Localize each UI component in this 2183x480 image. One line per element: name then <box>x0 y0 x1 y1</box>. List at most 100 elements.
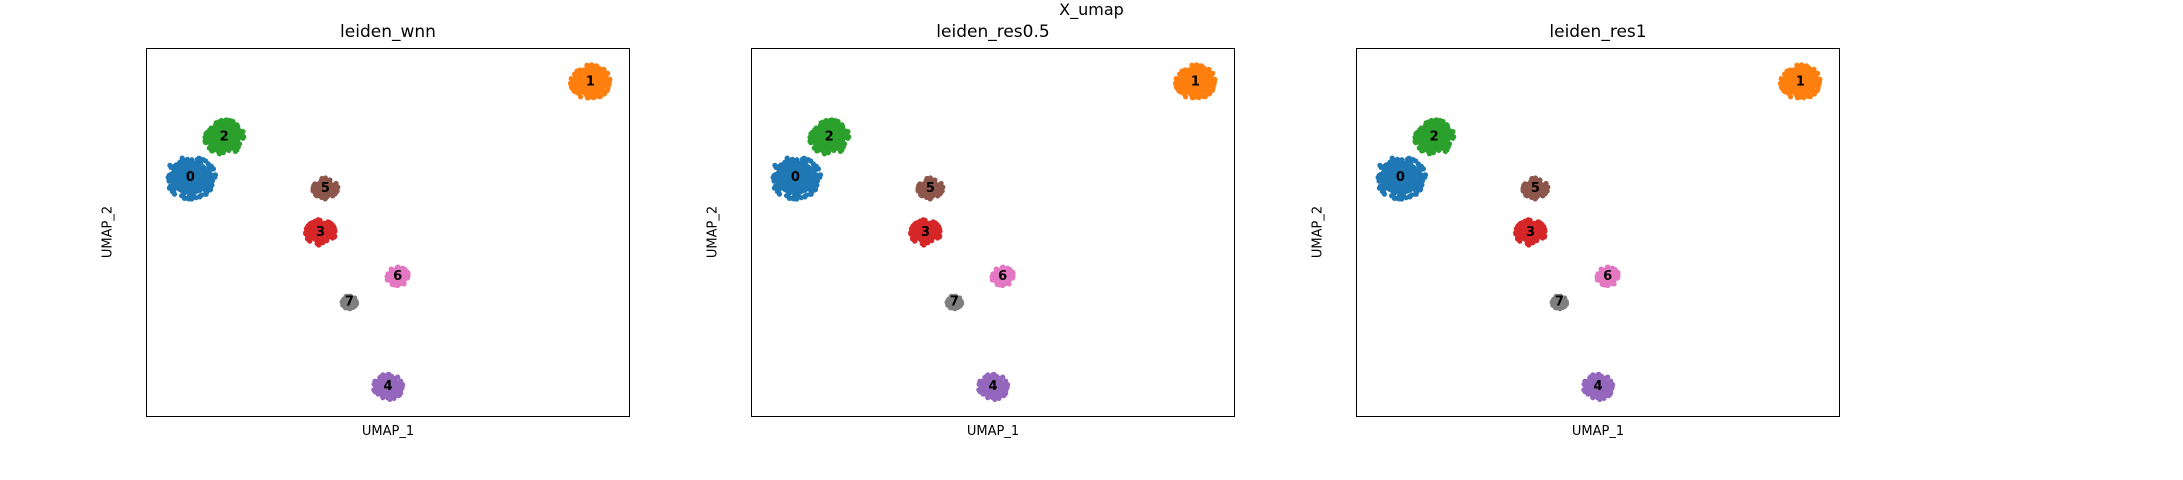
cell-point <box>1814 87 1820 93</box>
cluster-core <box>812 123 846 151</box>
cell-point <box>1173 76 1179 82</box>
cluster-label: 4 <box>1593 379 1602 394</box>
cluster-core <box>1598 268 1617 285</box>
cell-point <box>817 172 823 178</box>
cell-point <box>235 144 241 150</box>
cluster-core <box>920 179 941 198</box>
cell-point <box>240 135 246 141</box>
cluster-7 <box>944 293 965 312</box>
cell-point <box>568 76 574 82</box>
cluster-core <box>574 68 607 96</box>
cell-point <box>313 192 319 198</box>
cluster-label: 6 <box>1603 269 1612 284</box>
cluster-core <box>388 268 407 285</box>
cluster-core <box>207 123 241 151</box>
cell-point <box>1817 76 1823 82</box>
cluster-core <box>1379 160 1421 195</box>
cell-point <box>840 144 846 150</box>
cell-point <box>1209 87 1215 93</box>
cluster-core <box>315 179 336 198</box>
cluster-5 <box>915 175 946 202</box>
cell-point <box>815 166 821 172</box>
cluster-label: 1 <box>1191 75 1200 90</box>
cell-point <box>212 172 218 178</box>
cluster-2 <box>202 117 247 157</box>
cell-point <box>1406 155 1412 161</box>
cluster-label: 4 <box>988 379 997 394</box>
x-axis-label: UMAP_1 <box>361 424 415 439</box>
cell-point <box>578 94 584 100</box>
cluster-label: 5 <box>926 181 935 196</box>
cluster-1 <box>1778 62 1823 101</box>
panel-title: leiden_wnn <box>340 22 436 42</box>
cluster-1 <box>568 62 613 101</box>
cell-point <box>210 166 216 172</box>
scatter-plot: 0 1 2 3 4 5 6 7 <box>165 62 613 402</box>
cell-point <box>1422 172 1428 178</box>
cell-point <box>1175 84 1181 90</box>
plot-area: 0 1 2 3 4 5 6 7 <box>146 48 630 417</box>
cluster-core <box>1417 123 1451 151</box>
cell-point <box>591 95 597 101</box>
cluster-label: 0 <box>1396 170 1405 185</box>
cluster-1 <box>1173 62 1218 101</box>
x-axis-label: UMAP_1 <box>1571 424 1625 439</box>
figure-suptitle: X_umap <box>1059 0 1124 19</box>
scatter-plot: 0 1 2 3 4 5 6 7 <box>770 62 1218 402</box>
cell-point <box>1581 381 1587 387</box>
cell-point <box>1379 188 1385 195</box>
cluster-label: 5 <box>321 181 330 196</box>
cell-point <box>1377 162 1383 168</box>
cell-point <box>570 84 576 90</box>
cell-point <box>798 195 804 201</box>
cell-point <box>1212 76 1218 82</box>
cluster-label: 4 <box>383 379 392 394</box>
cluster-label: 7 <box>950 295 959 310</box>
cluster-6 <box>384 264 411 289</box>
cluster-2 <box>807 117 852 157</box>
cluster-label: 3 <box>316 225 325 240</box>
cell-point <box>205 161 211 167</box>
cluster-label: 1 <box>586 75 595 90</box>
cell-point <box>1196 95 1202 101</box>
plot-area: 0 1 2 3 4 5 6 7 <box>751 48 1235 417</box>
cluster-5 <box>1520 175 1551 202</box>
cell-point <box>371 381 377 387</box>
cluster-core <box>948 297 961 308</box>
panel-title: leiden_res1 <box>1549 22 1647 42</box>
cell-point <box>826 119 832 125</box>
cluster-4 <box>371 371 406 402</box>
cell-point <box>794 195 800 201</box>
x-axis-label: UMAP_1 <box>966 424 1020 439</box>
cluster-core <box>169 160 211 195</box>
cell-point <box>1450 135 1456 141</box>
cell-point <box>845 135 851 141</box>
cell-point <box>1183 94 1189 100</box>
plot-area: 0 1 2 3 4 5 6 7 <box>1356 48 1840 417</box>
cell-point <box>189 195 195 201</box>
cluster-core <box>375 376 401 398</box>
cluster-core <box>1518 222 1543 243</box>
cell-point <box>221 119 227 125</box>
cell-point <box>310 188 316 194</box>
cell-point <box>811 145 817 151</box>
cell-point <box>1415 161 1421 167</box>
cluster-label: 7 <box>345 295 354 310</box>
cell-point <box>607 76 613 82</box>
cluster-label: 2 <box>825 130 834 145</box>
cell-point <box>1430 150 1436 156</box>
cluster-core <box>1585 376 1611 398</box>
cluster-core <box>913 222 938 243</box>
cell-point <box>1416 145 1422 151</box>
cluster-label: 0 <box>186 170 195 185</box>
cell-point <box>307 238 313 244</box>
cell-point <box>1778 76 1784 82</box>
cluster-label: 6 <box>393 269 402 284</box>
cell-point <box>1517 238 1523 244</box>
cluster-core <box>1553 297 1566 308</box>
cluster-core <box>1525 179 1546 198</box>
cluster-label: 2 <box>1430 130 1439 145</box>
cell-point <box>1520 188 1526 194</box>
